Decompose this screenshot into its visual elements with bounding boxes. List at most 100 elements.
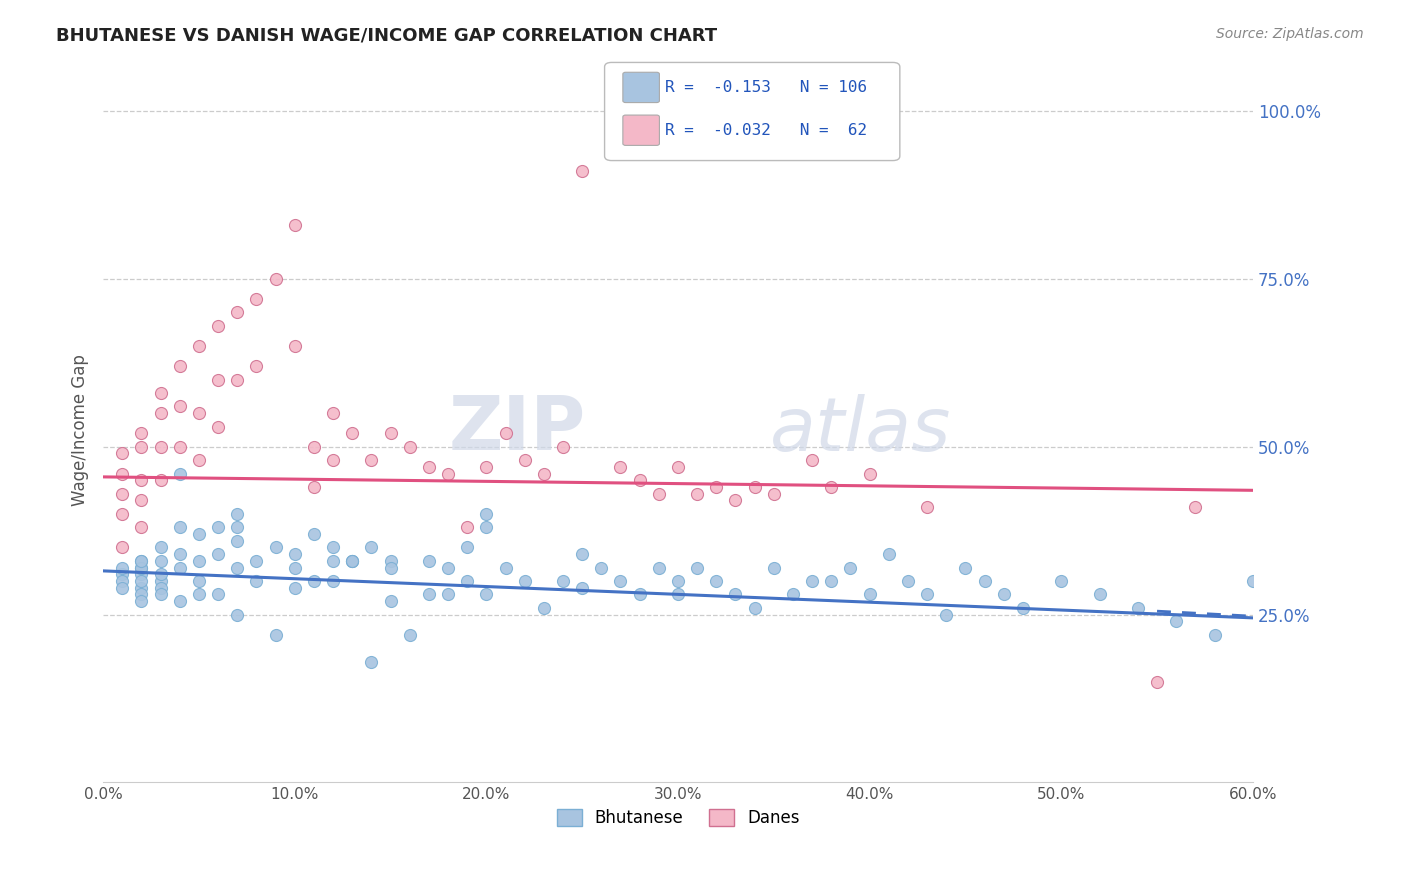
Point — [322, 406, 344, 420]
Point — [111, 574, 134, 588]
Point — [131, 560, 153, 574]
Point — [456, 541, 478, 555]
Point — [111, 581, 134, 595]
Point — [551, 574, 574, 588]
Point — [360, 453, 382, 467]
Point — [131, 493, 153, 508]
Point — [437, 467, 460, 481]
Point — [322, 453, 344, 467]
Point — [437, 587, 460, 601]
Point — [973, 574, 995, 588]
Point — [935, 607, 957, 622]
Point — [131, 520, 153, 534]
Point — [131, 554, 153, 568]
Text: ZIP: ZIP — [449, 393, 586, 467]
Point — [149, 541, 172, 555]
Point — [131, 581, 153, 595]
Point — [495, 426, 517, 441]
Y-axis label: Wage/Income Gap: Wage/Income Gap — [72, 354, 89, 506]
Point — [149, 440, 172, 454]
Point — [380, 594, 402, 608]
Text: R =  -0.153   N = 106: R = -0.153 N = 106 — [665, 80, 868, 95]
Point — [877, 547, 900, 561]
Point — [302, 574, 325, 588]
Point — [342, 426, 364, 441]
Point — [897, 574, 920, 588]
Text: atlas: atlas — [770, 394, 952, 466]
Point — [131, 473, 153, 487]
Point — [284, 339, 307, 353]
Point — [360, 541, 382, 555]
Point — [169, 520, 191, 534]
Point — [111, 541, 134, 555]
Point — [744, 480, 766, 494]
Point — [302, 440, 325, 454]
Point — [131, 594, 153, 608]
Point — [169, 594, 191, 608]
Point — [801, 574, 824, 588]
Point — [418, 587, 440, 601]
Point — [226, 507, 249, 521]
Point — [686, 486, 709, 500]
Point — [187, 453, 209, 467]
Point — [955, 560, 977, 574]
Point — [131, 560, 153, 574]
Text: BHUTANESE VS DANISH WAGE/INCOME GAP CORRELATION CHART: BHUTANESE VS DANISH WAGE/INCOME GAP CORR… — [56, 27, 717, 45]
Point — [915, 500, 938, 514]
Point — [169, 467, 191, 481]
Point — [456, 574, 478, 588]
Point — [322, 541, 344, 555]
Point — [111, 560, 134, 574]
Point — [571, 164, 593, 178]
Point — [495, 560, 517, 574]
Point — [380, 560, 402, 574]
Point — [533, 600, 555, 615]
Point — [1279, 560, 1302, 574]
Point — [571, 581, 593, 595]
Point — [1184, 500, 1206, 514]
Point — [226, 305, 249, 319]
Point — [264, 272, 287, 286]
Point — [264, 541, 287, 555]
Point — [724, 587, 747, 601]
Point — [437, 560, 460, 574]
Point — [609, 459, 631, 474]
Point — [1241, 574, 1264, 588]
Point — [513, 574, 536, 588]
Point — [398, 440, 420, 454]
Point — [245, 359, 267, 373]
Point — [380, 426, 402, 441]
Point — [284, 547, 307, 561]
Point — [342, 554, 364, 568]
Point — [342, 554, 364, 568]
Point — [571, 547, 593, 561]
Point — [398, 627, 420, 641]
Point — [207, 587, 229, 601]
Point — [131, 587, 153, 601]
Point — [704, 574, 727, 588]
Point — [169, 440, 191, 454]
Point — [1146, 674, 1168, 689]
Point — [187, 406, 209, 420]
Point — [591, 560, 613, 574]
Point — [131, 426, 153, 441]
Point — [131, 567, 153, 582]
Point — [245, 554, 267, 568]
Point — [801, 453, 824, 467]
Point — [149, 587, 172, 601]
Point — [648, 560, 671, 574]
Point — [762, 486, 785, 500]
Point — [169, 560, 191, 574]
Point — [704, 480, 727, 494]
Point — [628, 587, 651, 601]
Point — [111, 446, 134, 460]
Point — [858, 467, 880, 481]
Point — [1012, 600, 1035, 615]
Point — [226, 520, 249, 534]
Point — [1319, 440, 1341, 454]
Point — [475, 459, 498, 474]
Point — [207, 318, 229, 333]
Point — [1088, 587, 1111, 601]
Point — [724, 493, 747, 508]
Point — [131, 554, 153, 568]
